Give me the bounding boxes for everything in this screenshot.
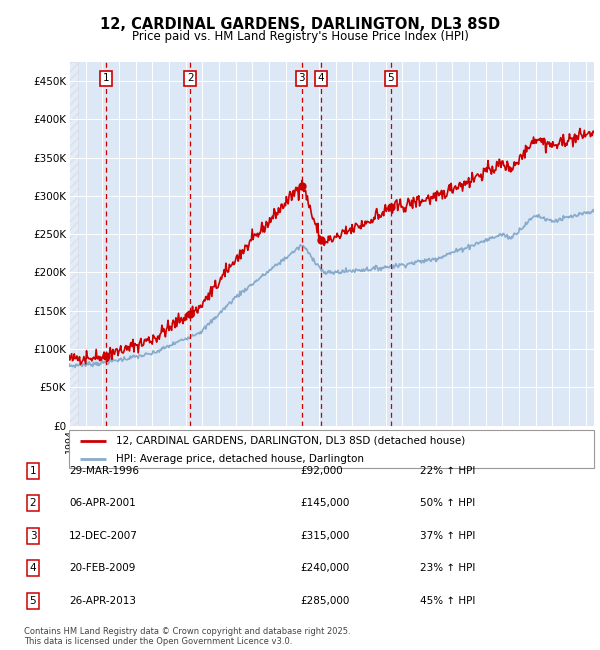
Text: £145,000: £145,000: [300, 498, 349, 508]
Text: 4: 4: [318, 73, 325, 83]
Text: 1: 1: [29, 465, 37, 476]
Text: 22% ↑ HPI: 22% ↑ HPI: [420, 465, 475, 476]
Text: 3: 3: [29, 530, 37, 541]
Text: 3: 3: [298, 73, 305, 83]
Text: 2: 2: [187, 73, 193, 83]
Text: 45% ↑ HPI: 45% ↑ HPI: [420, 595, 475, 606]
Text: £240,000: £240,000: [300, 563, 349, 573]
Text: 37% ↑ HPI: 37% ↑ HPI: [420, 530, 475, 541]
Text: 5: 5: [388, 73, 394, 83]
FancyBboxPatch shape: [69, 430, 594, 468]
Text: 26-APR-2013: 26-APR-2013: [69, 595, 136, 606]
Text: £92,000: £92,000: [300, 465, 343, 476]
Text: Contains HM Land Registry data © Crown copyright and database right 2025.
This d: Contains HM Land Registry data © Crown c…: [24, 627, 350, 646]
Text: 29-MAR-1996: 29-MAR-1996: [69, 465, 139, 476]
Bar: [69, 62, 78, 426]
Text: £315,000: £315,000: [300, 530, 349, 541]
Text: 12, CARDINAL GARDENS, DARLINGTON, DL3 8SD (detached house): 12, CARDINAL GARDENS, DARLINGTON, DL3 8S…: [116, 436, 466, 446]
Text: 4: 4: [29, 563, 37, 573]
Text: 06-APR-2001: 06-APR-2001: [69, 498, 136, 508]
Text: £285,000: £285,000: [300, 595, 349, 606]
Text: 12, CARDINAL GARDENS, DARLINGTON, DL3 8SD: 12, CARDINAL GARDENS, DARLINGTON, DL3 8S…: [100, 16, 500, 32]
Text: 50% ↑ HPI: 50% ↑ HPI: [420, 498, 475, 508]
Text: Price paid vs. HM Land Registry's House Price Index (HPI): Price paid vs. HM Land Registry's House …: [131, 30, 469, 43]
Text: 5: 5: [29, 595, 37, 606]
Text: 1: 1: [103, 73, 110, 83]
Text: 23% ↑ HPI: 23% ↑ HPI: [420, 563, 475, 573]
Text: 12-DEC-2007: 12-DEC-2007: [69, 530, 138, 541]
Text: 2: 2: [29, 498, 37, 508]
Text: HPI: Average price, detached house, Darlington: HPI: Average price, detached house, Darl…: [116, 454, 364, 463]
Text: 20-FEB-2009: 20-FEB-2009: [69, 563, 136, 573]
